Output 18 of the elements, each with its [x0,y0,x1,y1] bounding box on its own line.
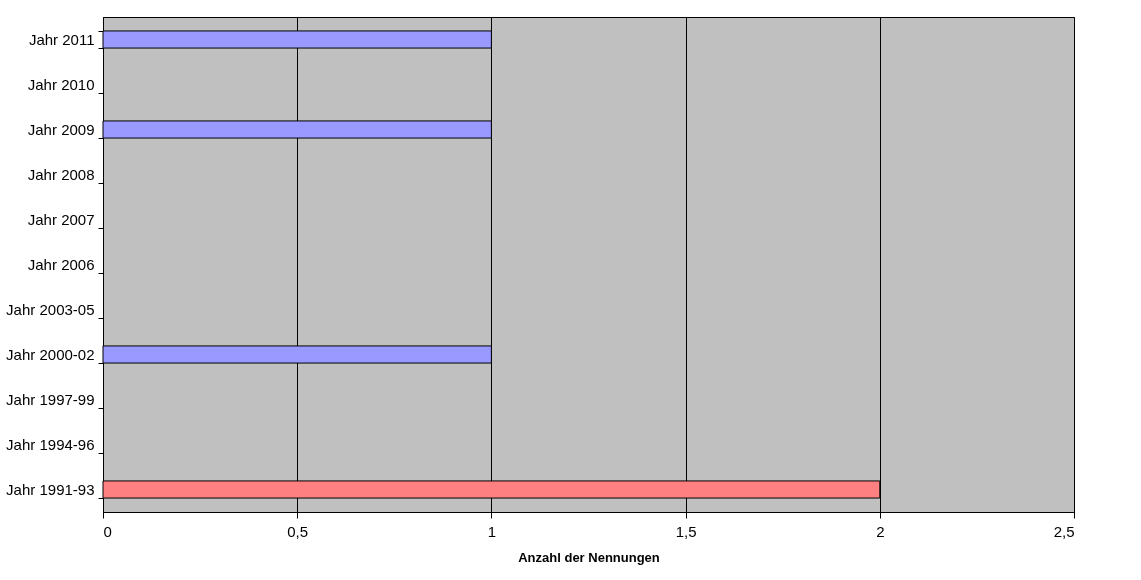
x-axis-title: Anzahl der Nennungen [518,549,660,565]
y-tick-label: Jahr 1991-93 [6,481,95,498]
x-tick-label: 0,5 [287,522,309,540]
y-tick-label: Jahr 2009 [27,121,95,138]
y-tick-label: Jahr 2007 [27,211,95,228]
y-tick-label: Jahr 2011 [28,31,95,48]
y-tick-label: Jahr 2003-05 [6,301,95,318]
y-tick-label: Jahr 2000-02 [6,346,95,363]
y-tick-label: Jahr 2010 [27,76,95,93]
y-tick-label: Jahr 1997-99 [6,391,95,408]
y-tick-label: Jahr 2008 [27,166,95,183]
x-tick-label: 1 [487,522,497,540]
x-tick-label: 2 [876,522,885,540]
x-tick-label: 2,5 [1053,522,1075,540]
x-tick-label: 1,5 [675,522,697,540]
y-tick-label: Jahr 1994-96 [6,436,95,453]
y-tick-label: Jahr 2006 [27,256,95,273]
x-tick-label: 0 [103,522,112,540]
